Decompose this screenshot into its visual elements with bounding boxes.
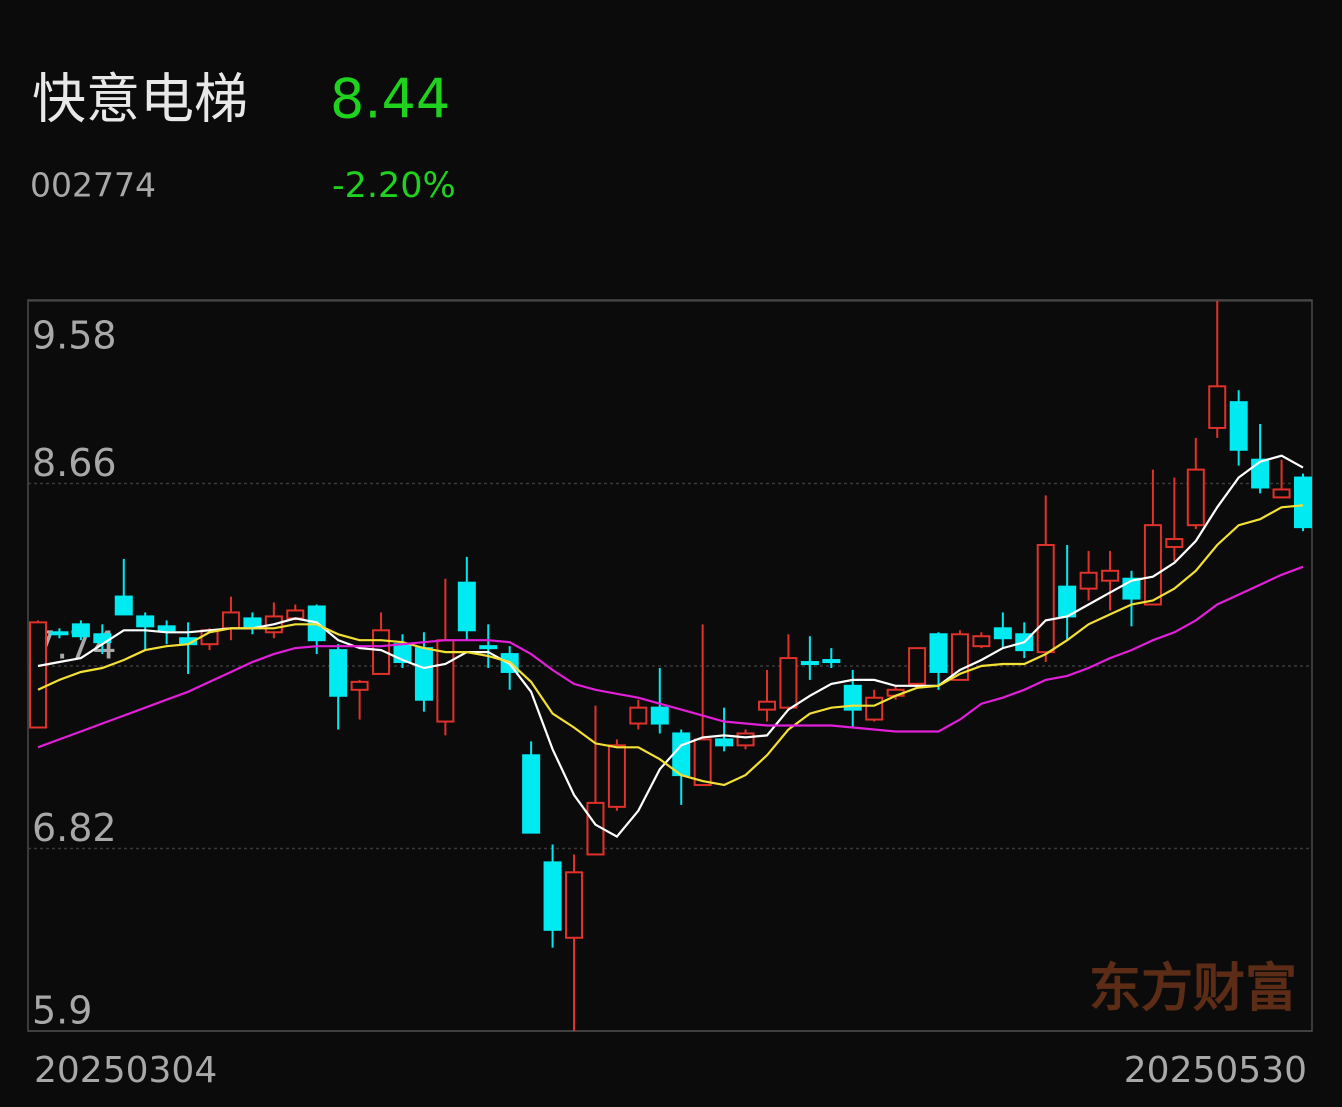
candle-body: [736, 732, 755, 747]
candle-body: [1036, 543, 1055, 654]
candle-body: [843, 684, 862, 711]
plot-frame: [27, 299, 1313, 1032]
candle-body: [693, 738, 712, 787]
candle-body: [1058, 585, 1077, 618]
candle-body: [1101, 569, 1120, 582]
candle-body: [629, 706, 648, 725]
candle-body: [1272, 488, 1291, 499]
candle-body: [1251, 458, 1270, 489]
candle-body: [650, 706, 669, 725]
candle-body: [822, 659, 841, 664]
x-tick-label: 20250304: [34, 1050, 217, 1091]
candle-body: [29, 621, 47, 729]
candle-body: [672, 732, 691, 777]
x-tick-label: 20250530: [1124, 1050, 1307, 1091]
candle-body: [715, 738, 734, 747]
candle-body: [136, 615, 155, 628]
candle-body: [607, 744, 626, 808]
stock-change: -2.20%: [332, 166, 456, 206]
candle-body: [1229, 401, 1248, 451]
candle-body: [757, 700, 776, 711]
candle-body: [50, 631, 69, 636]
candle-body: [1165, 538, 1184, 548]
candle-body: [800, 661, 819, 666]
candle-body: [114, 595, 133, 616]
y-tick-label: 8.66: [32, 441, 117, 485]
candle-body: [350, 680, 369, 691]
candle-body: [1079, 571, 1098, 590]
candle-body: [479, 645, 498, 650]
candle-body: [157, 625, 176, 632]
candle-body: [522, 754, 541, 834]
candle-body: [329, 649, 348, 697]
candle-body: [929, 633, 948, 673]
candle-body: [1294, 476, 1312, 529]
candle-body: [457, 581, 476, 632]
candle-body: [1143, 524, 1162, 606]
moving-average-line: [37, 565, 1304, 749]
candle-body: [908, 647, 927, 685]
watermark: 东方财富: [1089, 959, 1297, 1019]
y-tick-label: 6.82: [32, 806, 117, 850]
candle-body: [993, 627, 1012, 640]
candle-body: [1186, 468, 1205, 527]
stock-price: 8.44: [330, 68, 450, 131]
candle-body: [972, 635, 991, 648]
candle-body: [414, 647, 433, 701]
candle-body: [565, 871, 584, 939]
stock-code: 002774: [30, 166, 156, 205]
candle-body: [779, 657, 798, 709]
stock-name: 快意电梯: [32, 68, 248, 131]
moving-average-line: [37, 504, 1304, 787]
candle-body: [71, 623, 90, 638]
candle-body: [865, 696, 884, 721]
y-tick-label: 5.9: [32, 989, 92, 1033]
candle-body: [221, 611, 240, 630]
candle-body: [286, 609, 305, 620]
candle-body: [1208, 385, 1227, 429]
candle-body: [543, 861, 562, 931]
y-tick-label: 9.58: [32, 314, 117, 358]
